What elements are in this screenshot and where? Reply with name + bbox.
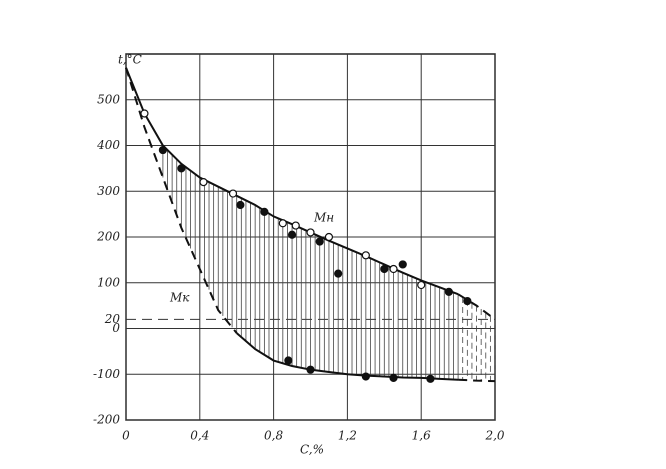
data-point	[140, 109, 149, 118]
data-point	[334, 269, 343, 278]
data-point	[284, 356, 293, 365]
curve	[457, 293, 496, 321]
y-tick-label: 20	[104, 312, 121, 326]
y-tick-label: 200	[96, 230, 120, 244]
mk-label: Mк	[169, 291, 190, 305]
data-point	[260, 207, 269, 216]
x-tick-label: 1,6	[412, 429, 431, 443]
data-point	[361, 251, 370, 260]
data-point	[158, 145, 167, 155]
data-point	[426, 374, 435, 383]
data-point	[306, 365, 315, 374]
data-point	[236, 200, 245, 210]
y-tick-label: 0	[112, 321, 120, 335]
data-point	[199, 178, 208, 187]
data-point	[278, 219, 287, 228]
y-axis-label: t,°C	[118, 53, 142, 67]
curve	[125, 67, 238, 334]
data-point	[291, 221, 300, 230]
data-point	[324, 232, 334, 242]
data-point	[463, 296, 472, 306]
y-tick-label: -200	[93, 413, 120, 427]
curve	[458, 378, 496, 383]
data-point	[228, 189, 238, 198]
data-point	[417, 280, 426, 290]
data-point	[361, 372, 370, 381]
y-tick-label: 100	[97, 275, 120, 289]
x-tick-label: 2,0	[484, 429, 504, 443]
data-point	[389, 264, 398, 274]
x-tick-label: 0	[122, 429, 130, 443]
mn-label: Mн	[313, 211, 334, 225]
data-point	[398, 260, 407, 269]
data-point	[287, 230, 297, 239]
y-tick-label: 300	[97, 184, 120, 198]
y-tick-label: 400	[96, 138, 120, 152]
x-tick-label: 0,8	[264, 429, 283, 443]
data-point	[444, 287, 453, 296]
data-point	[389, 373, 398, 383]
x-tick-label: 0,4	[190, 429, 209, 443]
x-tick-label: 1,2	[338, 429, 357, 443]
y-tick-label: -100	[93, 367, 120, 381]
data-point	[306, 228, 315, 237]
curve	[236, 332, 459, 381]
x-axis-label: C,%	[300, 443, 324, 457]
data-point	[177, 164, 186, 173]
y-tick-label: 500	[97, 92, 120, 106]
data-point	[380, 264, 389, 274]
data-point	[315, 237, 324, 246]
